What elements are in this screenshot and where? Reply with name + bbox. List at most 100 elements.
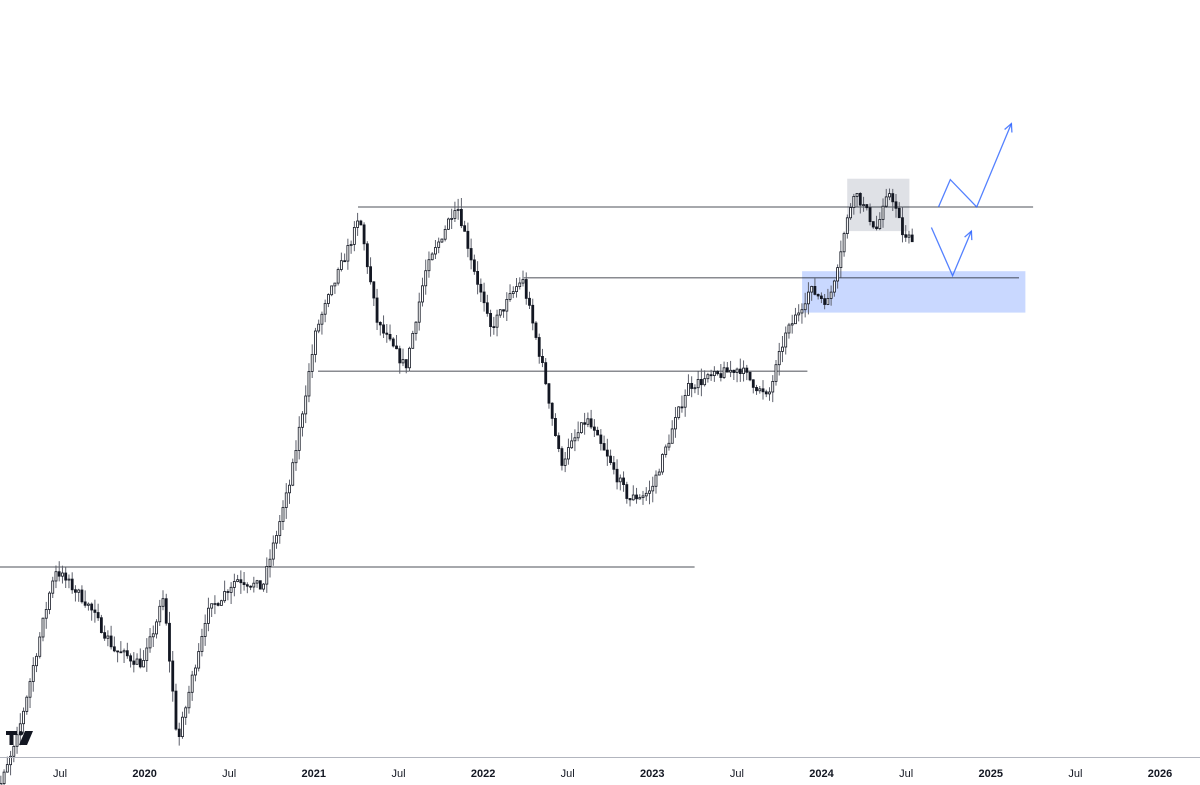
candle-up xyxy=(148,636,152,649)
candle-up xyxy=(281,507,285,523)
candle-down xyxy=(524,279,528,299)
candle-up xyxy=(787,324,791,334)
candle-up xyxy=(106,635,110,639)
bearish-path-line[interactable] xyxy=(930,227,972,278)
candle-up xyxy=(265,566,269,585)
candle-down xyxy=(865,204,869,209)
candle-up xyxy=(800,309,804,314)
candle-up xyxy=(210,603,214,609)
candle-down xyxy=(690,382,694,389)
candle-down xyxy=(171,660,175,692)
candle-up xyxy=(852,195,856,208)
candle-up xyxy=(232,581,236,588)
candle-down xyxy=(463,225,467,232)
candle-down xyxy=(550,402,554,419)
candle-down xyxy=(99,617,103,634)
candle-up xyxy=(307,371,311,397)
time-axis-label: 2021 xyxy=(302,768,326,780)
tradingview-logo-icon[interactable] xyxy=(6,731,33,745)
time-axis-labels[interactable]: Jul 2020 Jul 2021 Jul 2022 Jul 2023 Jul 2024 Jul 20… xyxy=(53,768,1172,780)
candle-down xyxy=(502,309,505,312)
candle-up xyxy=(644,492,648,497)
candle-down xyxy=(751,379,755,388)
candle-down xyxy=(615,468,619,483)
candle-up xyxy=(35,655,38,667)
candle-up xyxy=(456,208,460,211)
candle-up xyxy=(842,233,846,253)
candle-up xyxy=(401,359,405,364)
candle-up xyxy=(333,282,337,287)
candle-down xyxy=(816,293,820,297)
time-axis-label: 2025 xyxy=(979,768,1003,780)
candle-up xyxy=(346,245,350,262)
candle-down xyxy=(174,690,178,730)
candle-up xyxy=(5,764,9,773)
candle-down xyxy=(534,322,538,338)
candle-down xyxy=(216,603,220,606)
candle-down xyxy=(875,226,878,230)
candle-up xyxy=(219,600,223,606)
candle-up xyxy=(145,647,149,661)
candle-up xyxy=(0,783,3,785)
candle-up xyxy=(797,312,801,316)
candle-up xyxy=(855,192,859,197)
candle-down xyxy=(469,248,473,261)
candle-down xyxy=(116,650,119,653)
candle-down xyxy=(605,449,609,457)
candle-up xyxy=(61,572,64,577)
candle-up xyxy=(297,426,301,451)
candles-layer xyxy=(0,188,914,785)
candle-up xyxy=(339,260,343,270)
candle-up xyxy=(15,734,19,747)
candle-down xyxy=(560,448,564,466)
candle-down xyxy=(748,371,752,381)
time-axis-label: 2024 xyxy=(809,768,834,780)
candle-down xyxy=(391,338,395,347)
candle-up xyxy=(703,378,707,386)
time-axis-label: Jul xyxy=(1068,768,1082,780)
candle-up xyxy=(832,280,836,293)
candle-up xyxy=(878,219,882,230)
candle-up xyxy=(38,636,42,657)
candle-up xyxy=(664,446,668,455)
candle-down xyxy=(83,601,87,606)
candle-up xyxy=(408,347,411,369)
candle-down xyxy=(90,603,94,611)
candle-up xyxy=(696,378,700,389)
time-axis-label: Jul xyxy=(730,768,744,780)
candle-down xyxy=(80,589,84,603)
candle-down xyxy=(544,362,548,385)
candle-up xyxy=(839,251,843,269)
candle-up xyxy=(651,485,655,492)
candle-up xyxy=(135,658,139,665)
candle-up xyxy=(203,623,207,637)
candle-down xyxy=(716,370,720,375)
candle-down xyxy=(528,297,531,306)
candle-up xyxy=(181,716,184,738)
candle-down xyxy=(466,230,470,249)
distribution-range-box[interactable] xyxy=(847,178,910,232)
candle-up xyxy=(573,437,577,442)
candle-down xyxy=(132,660,136,665)
candle-down xyxy=(472,259,476,272)
candle-up xyxy=(447,218,450,230)
candle-up xyxy=(518,282,522,287)
candle-down xyxy=(910,234,914,243)
candle-up xyxy=(450,217,454,220)
candle-down xyxy=(177,728,181,737)
candle-down xyxy=(459,208,463,227)
candle-up xyxy=(417,301,421,323)
candle-down xyxy=(245,584,249,587)
candle-down xyxy=(858,192,862,206)
bullish-path-line[interactable] xyxy=(937,123,1013,209)
candle-up xyxy=(54,571,58,582)
candle-down xyxy=(547,383,551,404)
candle-up xyxy=(255,580,259,584)
candle-up xyxy=(236,579,239,582)
candle-down xyxy=(57,571,61,577)
candle-down xyxy=(541,355,544,363)
candle-up xyxy=(784,332,788,348)
candle-up xyxy=(151,633,155,638)
candle-up xyxy=(453,210,457,219)
